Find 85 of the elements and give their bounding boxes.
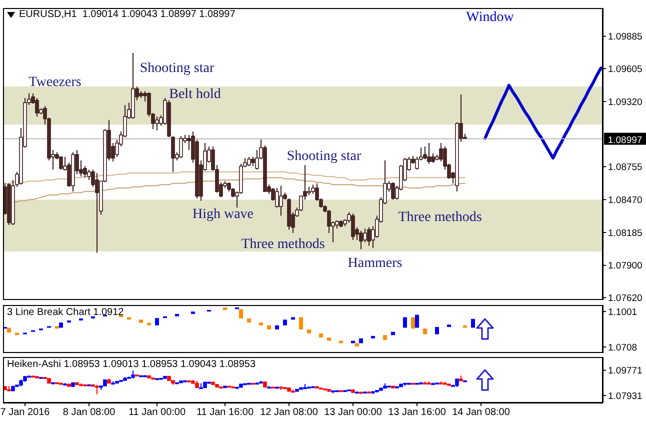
x-tick-label: 14 Jan 08:00: [452, 407, 510, 418]
text: Window: [466, 10, 515, 25]
ref-line-label: 1.08997: [608, 134, 642, 146]
bar: [355, 343, 359, 346]
candlestick: [251, 156, 255, 167]
bar: [155, 318, 159, 326]
x-tick-label: 13 Jan 00:00: [324, 407, 382, 418]
y-tick-label: 1.0708: [608, 342, 638, 354]
chart-title: 3 Line Break Chart 1.0912: [7, 307, 124, 318]
bar: [403, 317, 407, 328]
candlestick: [247, 156, 251, 167]
chart-title: Heiken-Ashi 1.08953 1.09013 1.08953 1.09043 1.08953: [7, 359, 256, 370]
candlestick: [351, 212, 355, 240]
y-tick-label: 1.08755: [608, 162, 642, 174]
annotation: Belt hold: [169, 87, 221, 102]
y-tick-label: 1.08470: [608, 194, 642, 206]
x-tick-label: 8 Jan 08:00: [62, 407, 116, 418]
bar: [223, 307, 227, 310]
bar: [307, 329, 311, 334]
chart-title: EURUSD,H1 1.09014 1.09043 1.08997 1.08997: [19, 9, 236, 21]
bar: [127, 317, 131, 320]
bar: [247, 318, 251, 323]
y-tick-label: 1.07931: [608, 390, 642, 402]
candlestick: [391, 182, 395, 200]
candlestick: [59, 156, 63, 170]
candlestick: [427, 142, 431, 164]
bar: [299, 317, 303, 330]
bar: [327, 338, 331, 341]
bar: [239, 309, 243, 318]
x-tick-label: 13 Jan 16:00: [388, 407, 446, 418]
y-tick-label: 1.09320: [608, 96, 642, 108]
y-tick-label: 1.07900: [608, 260, 642, 272]
line-series: [484, 66, 602, 160]
x-tick-label: 11 Jan 16:00: [196, 407, 254, 418]
candlestick: [35, 98, 39, 117]
bar: [471, 318, 475, 328]
bar: [283, 320, 287, 326]
y-tick-label: 1.09771: [608, 366, 642, 377]
bar: [423, 328, 427, 334]
bar: [7, 328, 11, 333]
candlestick: [179, 136, 183, 159]
annotation: Three methods: [241, 237, 325, 252]
bar: [55, 326, 59, 329]
y-tick-label: 1.1001: [608, 306, 638, 318]
y-tick-label: 1.09885: [608, 32, 642, 43]
bar: [267, 325, 271, 330]
candlestick: [279, 185, 283, 216]
bar: [259, 322, 263, 326]
x-tick-label: 12 Jan 08:00: [260, 407, 318, 418]
x-tick-label: 7 Jan 2016: [0, 407, 50, 418]
y-tick-label: 1.09605: [608, 64, 642, 75]
bar: [319, 333, 323, 338]
bar: [59, 322, 63, 328]
candlestick: [95, 172, 99, 254]
candlestick: [95, 384, 99, 395]
bar: [291, 317, 295, 320]
annotation: Shooting star: [286, 149, 362, 164]
x-tick-label: 11 Jan 00:00: [128, 407, 186, 418]
candlestick: [363, 228, 367, 243]
bar: [67, 320, 71, 323]
bar: [411, 317, 415, 329]
candlestick: [367, 226, 371, 246]
annotation: Tweezers: [28, 75, 82, 90]
bar: [15, 332, 19, 336]
bar: [359, 338, 363, 344]
bar: [175, 314, 179, 316]
candlestick: [359, 230, 363, 250]
annotation: Hammers: [348, 256, 402, 271]
bar: [435, 327, 439, 334]
candlestick: [155, 116, 159, 131]
annotation: High wave: [192, 207, 254, 222]
candlestick: [431, 152, 435, 164]
y-tick-label: 1.08185: [608, 228, 642, 239]
y-tick-label: 1.07620: [608, 293, 642, 304]
bar: [139, 320, 143, 323]
bar: [383, 335, 387, 340]
bar: [447, 324, 451, 328]
annotation: Shooting star: [140, 61, 214, 76]
bar: [147, 322, 151, 326]
annotation: Three methods: [398, 210, 482, 225]
bar: [415, 314, 419, 328]
bar: [275, 325, 279, 330]
bar: [391, 332, 395, 336]
bar: [371, 336, 375, 338]
candlestick: [423, 146, 427, 160]
